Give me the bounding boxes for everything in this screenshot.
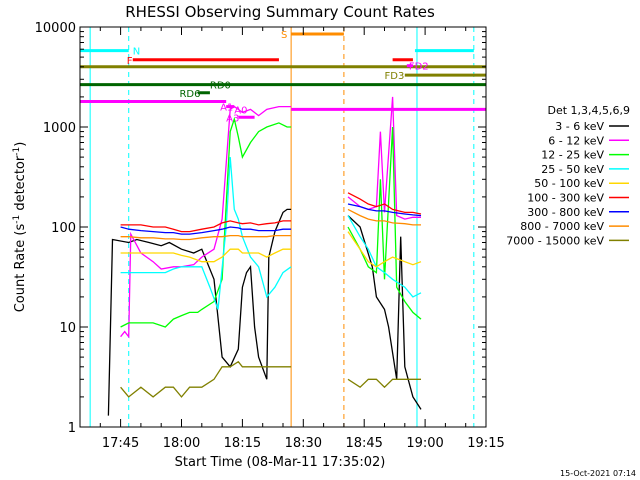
chart-title: RHESSI Observing Summary Count Rates bbox=[125, 3, 435, 21]
legend-entry-label-5: 100 - 300 keV bbox=[527, 192, 604, 205]
series-line-1 bbox=[120, 96, 421, 339]
flag-label-6: RD0 bbox=[210, 81, 231, 92]
legend-entry-label-4: 50 - 100 keV bbox=[534, 177, 604, 190]
legend-entry-label-8: 7000 - 15000 keV bbox=[506, 234, 604, 247]
y-axis-label-main: Count Rate (s bbox=[13, 224, 28, 313]
y-tick-label-0: 1 bbox=[68, 421, 76, 436]
y-tick-label-4: 10000 bbox=[35, 21, 76, 36]
vertical-lines-layer bbox=[89, 27, 475, 427]
legend-entry-label-6: 300 - 800 keV bbox=[527, 206, 604, 219]
flag-label-2: S bbox=[281, 30, 287, 41]
legend-title: Det 1,3,4,5,6,9 bbox=[547, 104, 630, 117]
x-tick-label-0: 17:45 bbox=[102, 436, 139, 451]
y-axis-label-sup1: -1 bbox=[12, 215, 22, 224]
flag-label-4: FD3 bbox=[385, 71, 405, 82]
legend-entry-label-2: 12 - 25 keV bbox=[541, 149, 604, 162]
x-tick-label-2: 18:15 bbox=[224, 436, 261, 451]
y-tick-label-3: 1000 bbox=[43, 121, 76, 136]
x-tick-label-4: 18:45 bbox=[345, 436, 382, 451]
footer-timestamp: 15-Oct-2021 07:14 bbox=[560, 469, 636, 478]
series-line-2 bbox=[120, 116, 422, 328]
x-tick-label-1: 18:00 bbox=[163, 436, 200, 451]
y-tick-label-1: 10 bbox=[59, 321, 76, 336]
flag-label-5: FD2 bbox=[409, 62, 429, 73]
series-line-7 bbox=[120, 208, 421, 241]
series-line-0 bbox=[107, 208, 422, 416]
series-line-4 bbox=[120, 231, 422, 268]
y-axis-label-end: ) bbox=[13, 142, 28, 147]
x-tick-label-6: 19:15 bbox=[467, 436, 504, 451]
series-line-8 bbox=[120, 360, 421, 398]
y-axis-label: Count Rate (s-1 detector-1) bbox=[12, 142, 28, 313]
series-line-5 bbox=[120, 192, 422, 233]
x-tick-label-3: 18:30 bbox=[285, 436, 322, 451]
flag-label-11: A3 bbox=[226, 113, 239, 124]
y-axis-label-sup2: -1 bbox=[12, 147, 22, 156]
flag-label-9: A1 bbox=[220, 103, 233, 114]
legend-entry-label-1: 6 - 12 keV bbox=[548, 134, 604, 147]
x-tick-label-5: 19:00 bbox=[406, 436, 443, 451]
series-layer bbox=[107, 96, 422, 416]
flag-label-0: N bbox=[133, 47, 140, 58]
flag-label-7: RD6 bbox=[179, 89, 200, 100]
x-axis: 17:45 18:00 18:15 18:30 18:45 19:00 19:15 bbox=[79, 27, 505, 451]
y-axis-label-mid: detector bbox=[13, 155, 28, 215]
legend-entry-label-0: 3 - 6 keV bbox=[555, 120, 604, 133]
legend-entry-label-7: 800 - 7000 keV bbox=[520, 220, 604, 233]
y-tick-label-2: 100 bbox=[51, 221, 76, 236]
flag-label-1: F bbox=[127, 56, 133, 67]
y-axis: 1 10 100 1000 10000 bbox=[35, 21, 486, 436]
series-line-3 bbox=[120, 157, 422, 310]
legend-entry-label-3: 25 - 50 keV bbox=[541, 163, 604, 176]
x-axis-label: Start Time (08-Mar-11 17:35:02) bbox=[175, 455, 386, 470]
series-line-6 bbox=[120, 203, 422, 235]
